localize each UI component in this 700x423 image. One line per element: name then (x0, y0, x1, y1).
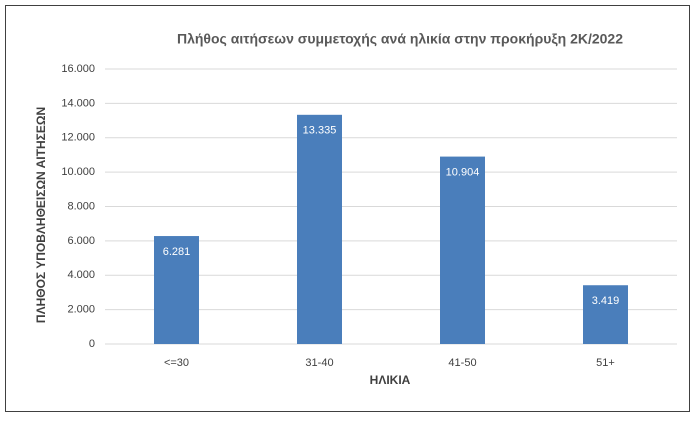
data-label: 10.904 (446, 166, 480, 178)
data-label: 13.335 (303, 125, 337, 137)
x-axis-label: ΗΛΙΚΙΑ (370, 373, 411, 387)
y-tick-label: 4.000 (67, 269, 95, 281)
y-tick-label: 14.000 (61, 97, 95, 109)
bar (440, 156, 485, 344)
y-axis-label: ΠΛΗΘΟΣ ΥΠΟΒΛΗΘΕΙΣΩΝ ΑΙΤΗΣΕΩΝ (34, 107, 48, 323)
x-tick-label: <=30 (164, 357, 189, 369)
y-tick-label: 0 (89, 338, 95, 350)
data-label: 3.419 (592, 295, 620, 307)
bar (297, 114, 342, 344)
bar (583, 285, 628, 344)
bar (154, 236, 199, 344)
x-tick-label: 41-50 (448, 357, 476, 369)
y-tick-label: 2.000 (67, 304, 95, 316)
x-tick-label: 51+ (596, 357, 615, 369)
y-tick-label: 16.000 (61, 63, 95, 75)
x-tick-label: 31-40 (305, 357, 333, 369)
chart-frame (5, 5, 690, 412)
y-tick-label: 10.000 (61, 166, 95, 178)
y-tick-label: 6.000 (67, 235, 95, 247)
y-tick-label: 12.000 (61, 132, 95, 144)
data-label: 6.281 (163, 246, 191, 258)
chart-title: Πλήθος αιτήσεων συμμετοχής ανά ηλικία στ… (177, 31, 623, 47)
y-tick-label: 8.000 (67, 200, 95, 212)
